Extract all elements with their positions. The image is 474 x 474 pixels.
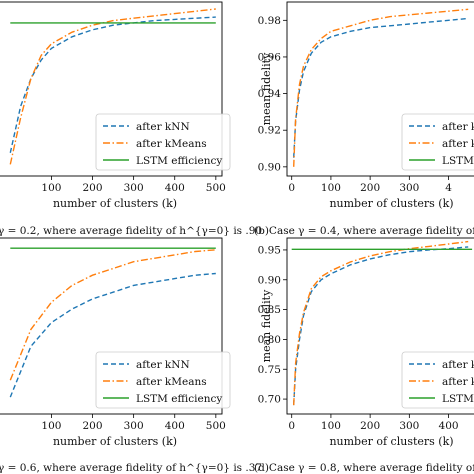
legend-label: after kNN: [136, 121, 190, 133]
x-tick-label: 300: [399, 420, 419, 432]
series-line-knn: [293, 246, 469, 406]
x-tick-label: 500: [206, 420, 226, 432]
x-tick-label: 300: [124, 182, 144, 194]
plot-area: [9, 247, 216, 398]
x-tick-label: 200: [360, 420, 380, 432]
y-tick-label: 0.98: [258, 15, 281, 27]
y-tick-label: 0.85: [258, 304, 281, 316]
legend-label: after kMeans: [136, 138, 207, 150]
x-tick-label: 100: [321, 182, 341, 194]
x-tick-label: 300: [399, 182, 419, 194]
x-axis-label: number of clusters (k): [53, 197, 177, 210]
legend-label: LSTM efficiency: [136, 155, 222, 167]
series-line-kmeans: [9, 249, 216, 381]
x-tick-label: 100: [321, 420, 341, 432]
x-axis-label: number of clusters (k): [329, 197, 453, 210]
series-line-knn: [9, 16, 216, 153]
legend-label: after kMeans: [136, 376, 207, 388]
y-tick-label: 0.90: [258, 161, 281, 173]
x-tick-label: 4: [445, 182, 452, 194]
caption-b: (b)Case γ = 0.4, where average fidelity …: [254, 225, 474, 237]
y-tick-label: 0.96: [258, 51, 282, 63]
legend-label: after kNN: [442, 121, 474, 133]
legend-box: [95, 113, 231, 171]
y-tick-label: 0.70: [258, 394, 281, 406]
y-axis-label: mean fidelity: [260, 289, 273, 362]
legend: after kNN after kMeans LSTM efficiency: [95, 113, 231, 171]
series-line-kmeans: [293, 8, 469, 167]
series-line-kmeans: [9, 8, 216, 165]
legend-label: LSTM efficiency: [136, 393, 222, 405]
chart-panel-c: 100 200 300 400 500 number of clusters (k) aft…: [0, 237, 231, 448]
series-line-kmeans: [293, 240, 469, 406]
x-tick-label: 400: [165, 182, 185, 194]
series-line-knn: [293, 17, 469, 158]
x-tick-label: 0: [288, 182, 295, 194]
plot-area: [9, 8, 216, 165]
x-tick-label: 200: [360, 182, 380, 194]
legend-box: [401, 351, 474, 409]
plot-frame: [0, 237, 223, 415]
x-tick-label: 200: [83, 182, 103, 194]
legend-box: [401, 113, 474, 171]
legend: after kNN after kMeans LSTM efficiency: [95, 351, 231, 409]
plot-frame: [286, 237, 474, 415]
x-tick-label: 300: [124, 420, 144, 432]
legend-label: LSTM: [442, 155, 474, 167]
y-tick-label: 0.75: [258, 364, 281, 376]
x-axis-label: number of clusters (k): [53, 435, 177, 448]
y-tick-label: 0.80: [258, 334, 281, 346]
x-tick-label: 400: [439, 420, 459, 432]
plot-area: [291, 240, 473, 406]
caption-d: (d)Case γ = 0.8, where average fidelity …: [254, 462, 474, 474]
x-tick-label: 100: [41, 182, 61, 194]
legend-label: after kMeans: [442, 376, 474, 388]
plot-frame: [0, 1, 223, 177]
plot-area: [293, 8, 469, 167]
legend: after kNN after kMeans LSTM: [401, 113, 474, 171]
caption-a: γ = 0.2, where average fidelity of h^{γ=…: [0, 225, 263, 237]
x-tick-label: 200: [83, 420, 103, 432]
x-tick-label: 0: [288, 420, 295, 432]
series-line-knn: [9, 272, 216, 398]
x-tick-label: 100: [41, 420, 61, 432]
y-tick-label: 0.92: [258, 125, 281, 137]
x-tick-label: 400: [165, 420, 185, 432]
chart-panel-b: 0 100 200 300 4 0.90 0.92 0.94 0.96 0.98 number of…: [258, 1, 474, 210]
legend: after kNN after kMeans LSTM: [401, 351, 474, 409]
caption-c: γ = 0.6, where average fidelity of h^{γ=…: [0, 462, 263, 474]
x-tick-label: 500: [206, 182, 226, 194]
legend-label: LSTM: [442, 393, 474, 405]
legend-label: after kNN: [442, 359, 474, 371]
legend-label: after kMeans: [442, 138, 474, 150]
y-tick-label: 0.90: [258, 274, 281, 286]
plot-frame: [286, 1, 474, 177]
chart-panel-a: 100 200 300 400 500 number of clusters (k) aft…: [0, 1, 231, 210]
y-tick-label: 0.94: [258, 88, 282, 100]
y-tick-label: 0.95: [258, 244, 281, 256]
chart-panel-d: 0 100 200 300 400 0.70 0.75 0.80 0.85 0.90 0.95 num…: [258, 237, 474, 448]
legend-box: [95, 351, 231, 409]
legend-label: after kNN: [136, 359, 190, 371]
x-axis-label: number of clusters (k): [329, 435, 453, 448]
y-axis-label: mean fidelity: [260, 52, 273, 125]
